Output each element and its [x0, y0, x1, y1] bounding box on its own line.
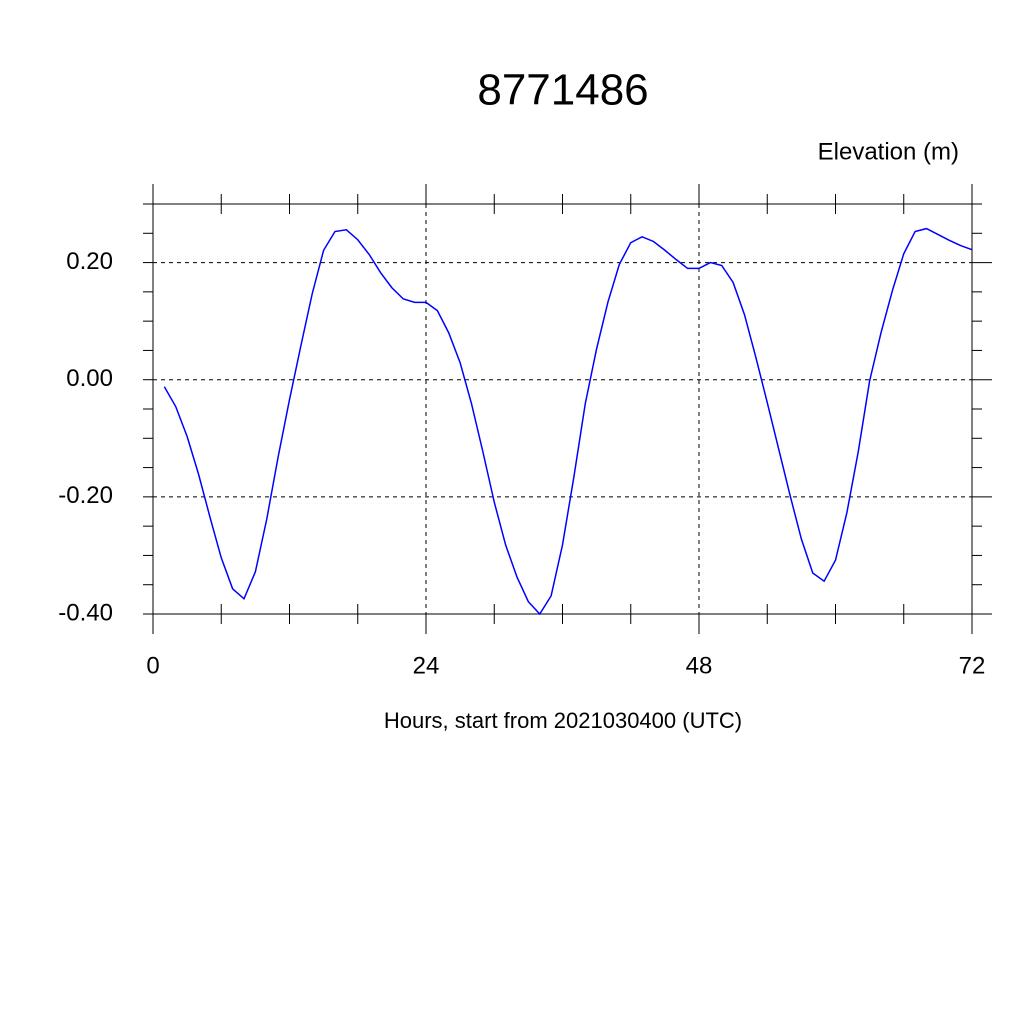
- y-tick-label: -0.40: [58, 599, 113, 626]
- x-tick-label: 72: [959, 652, 986, 679]
- x-tick-label: 24: [413, 652, 440, 679]
- x-axis-label: Hours, start from 2021030400 (UTC): [384, 708, 742, 733]
- y-tick-label: -0.20: [58, 482, 113, 509]
- plot-frame: [152, 203, 973, 615]
- data-line: [163, 227, 973, 616]
- x-tick-label: 0: [146, 652, 159, 679]
- chart-title: 8771486: [477, 66, 648, 115]
- y-axis-label: Elevation (m): [818, 138, 959, 165]
- x-tick-label: 48: [686, 652, 713, 679]
- y-tick-label: 0.00: [66, 365, 113, 392]
- y-tick-label: 0.20: [66, 248, 113, 275]
